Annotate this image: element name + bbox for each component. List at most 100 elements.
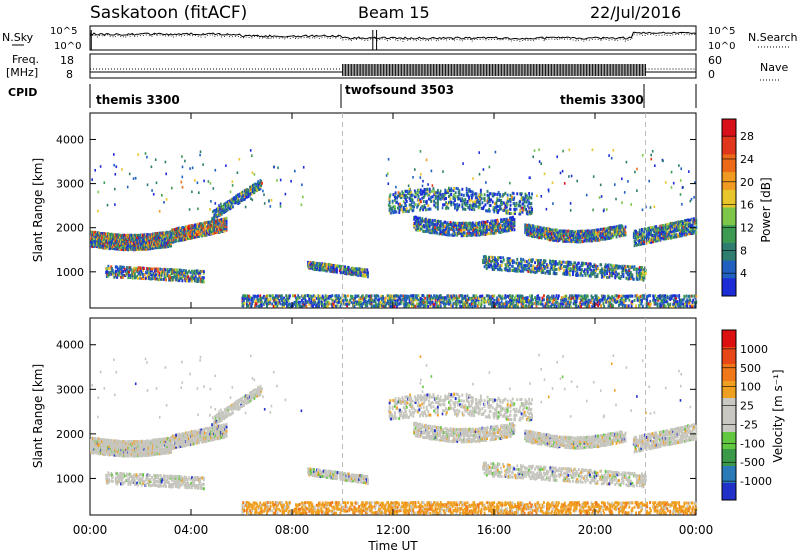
power-echo <box>266 294 269 298</box>
power-echo <box>511 302 513 306</box>
power-echo <box>237 193 240 197</box>
power-echo <box>466 231 469 235</box>
power-echo <box>419 300 422 304</box>
power-echo <box>257 294 259 298</box>
power-echo <box>128 246 131 250</box>
power-echo <box>244 192 247 196</box>
power-echo <box>638 231 641 234</box>
power-echo <box>278 298 281 302</box>
power-echo <box>216 230 218 234</box>
power-echo <box>558 233 561 237</box>
power-echo <box>618 224 621 228</box>
power-echo <box>548 232 551 235</box>
power-echo <box>352 302 355 306</box>
power-echo <box>467 227 470 231</box>
power-echo <box>674 221 677 225</box>
power-echo <box>497 300 500 304</box>
power-echo <box>465 234 468 238</box>
power-echo <box>552 294 555 298</box>
power-echo <box>442 222 445 226</box>
power-echo <box>464 294 467 298</box>
power-echo <box>393 304 396 308</box>
power-echo <box>201 276 204 280</box>
power-echo <box>403 302 406 306</box>
power-echo <box>220 229 223 233</box>
power-echo <box>122 265 125 269</box>
power-echo <box>430 298 433 302</box>
power-echo <box>223 211 225 215</box>
power-echo <box>167 245 169 249</box>
power-echo <box>285 298 288 302</box>
power-echo <box>593 229 596 232</box>
power-echo <box>159 245 162 249</box>
power-echo <box>346 298 349 302</box>
power-echo <box>274 296 277 300</box>
power-echo <box>194 235 197 239</box>
power-echo <box>493 225 496 229</box>
power-echo <box>616 228 619 232</box>
power-echo <box>426 228 429 232</box>
power-echo <box>191 279 193 283</box>
power-echo <box>384 296 387 300</box>
power-echo <box>500 302 503 306</box>
power-echo <box>314 300 317 304</box>
power-echo <box>225 227 228 231</box>
power-echo <box>619 226 622 230</box>
power-echo <box>260 300 263 304</box>
power-echo <box>622 298 625 302</box>
power-echo <box>447 300 450 304</box>
power-echo <box>494 225 497 229</box>
power-echo <box>477 296 480 300</box>
power-echo <box>594 233 596 237</box>
power-echo <box>528 300 531 304</box>
power-echo <box>614 233 617 236</box>
power-echo <box>122 269 125 273</box>
power-echo <box>146 275 149 278</box>
power-echo <box>673 225 675 229</box>
power-echo <box>483 296 486 300</box>
power-echo <box>465 304 468 308</box>
power-echo <box>456 233 459 237</box>
power-echo <box>471 232 473 236</box>
power-echo <box>600 298 603 302</box>
power-echo <box>367 271 369 275</box>
power-echo <box>142 266 145 270</box>
power-echo <box>549 300 551 304</box>
power-echo <box>513 220 516 224</box>
power-echo <box>618 294 620 298</box>
power-echo <box>197 277 200 281</box>
power-echo <box>315 304 318 308</box>
power-echo <box>544 229 547 233</box>
power-echo <box>628 298 631 302</box>
power-echo <box>474 229 477 233</box>
power-echo <box>370 302 373 306</box>
power-echo <box>517 304 519 308</box>
power-echo <box>232 200 235 204</box>
power-echo <box>508 228 511 232</box>
power-echo <box>448 229 450 232</box>
power-echo <box>665 229 668 233</box>
power-echo <box>309 261 312 264</box>
power-echo <box>486 222 488 226</box>
power-echo <box>460 232 462 235</box>
power-echo <box>440 298 443 302</box>
power-echo <box>338 269 341 273</box>
power-echo <box>570 238 573 242</box>
power-echo <box>603 298 606 302</box>
power-echo <box>450 223 453 226</box>
power-echo <box>531 230 533 234</box>
power-echo <box>216 228 219 232</box>
power-echo <box>350 300 353 304</box>
power-echo <box>178 274 181 278</box>
power-echo <box>649 294 652 298</box>
power-echo <box>662 224 665 227</box>
power-echo <box>541 230 544 234</box>
power-echo <box>588 235 591 239</box>
power-echo <box>531 296 533 300</box>
power-echo <box>191 227 194 231</box>
power-echo <box>113 239 116 243</box>
power-echo <box>439 220 442 224</box>
power-echo <box>609 296 611 300</box>
